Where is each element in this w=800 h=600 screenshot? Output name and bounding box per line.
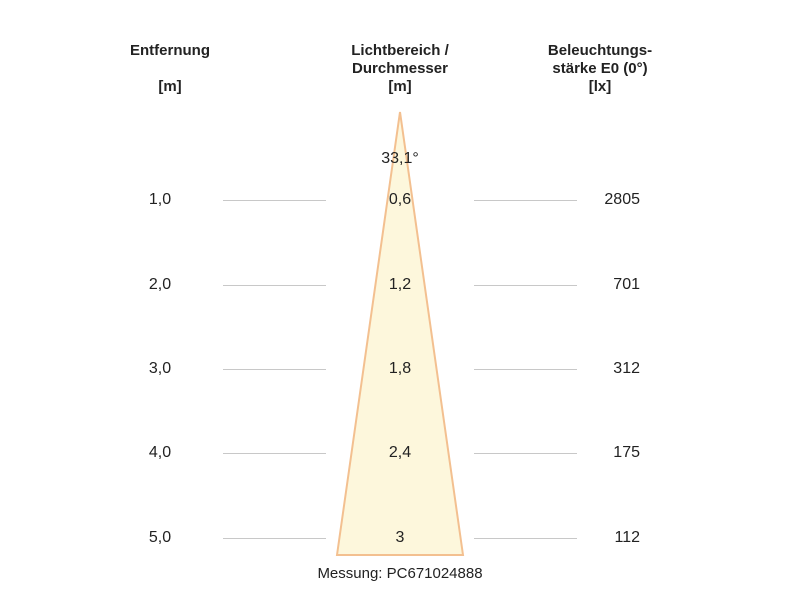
diameter-value: 3: [395, 529, 405, 546]
distance-value: 5,0: [148, 529, 172, 546]
row-guide-line-left: [223, 538, 326, 539]
diameter-header-unit: [m]: [388, 78, 412, 95]
beam-angle-label: 33,1°: [381, 150, 419, 167]
diameter-header-subtitle: Durchmesser: [352, 60, 448, 77]
diameter-value: 2,4: [388, 444, 412, 461]
illuminance-value: 701: [613, 276, 640, 293]
row-guide-line-right: [474, 453, 577, 454]
row-guide-line-right: [474, 369, 577, 370]
diameter-value: 0,6: [388, 191, 412, 208]
distance-value: 2,0: [148, 276, 172, 293]
illuminance-value: 312: [613, 360, 640, 377]
row-guide-line-right: [474, 538, 577, 539]
row-guide-line-left: [223, 200, 326, 201]
illuminance-value: 175: [613, 444, 640, 461]
diameter-value: 1,2: [388, 276, 412, 293]
light-beam-triangle: [335, 111, 465, 556]
illuminance-header-subtitle: stärke E0 (0°): [552, 60, 648, 77]
row-guide-line-left: [223, 285, 326, 286]
distance-header: Entfernung [m]: [100, 42, 240, 96]
diameter-header: Lichtbereich / Durchmesser [m]: [320, 42, 480, 96]
row-guide-line-left: [223, 369, 326, 370]
row-guide-line-right: [474, 285, 577, 286]
illuminance-header: Beleuchtungs- stärke E0 (0°) [lx]: [520, 42, 680, 96]
diameter-value: 1,8: [388, 360, 412, 377]
illuminance-value: 112: [614, 529, 640, 546]
distance-value: 3,0: [148, 360, 172, 377]
row-guide-line-left: [223, 453, 326, 454]
distance-value: 1,0: [148, 191, 172, 208]
illuminance-value: 2805: [604, 191, 640, 208]
distance-header-unit: [m]: [158, 78, 182, 95]
diameter-header-title: Lichtbereich /: [351, 42, 449, 59]
distance-value: 4,0: [148, 444, 172, 461]
row-guide-line-right: [474, 200, 577, 201]
distance-header-title: Entfernung: [130, 42, 210, 59]
illuminance-header-title: Beleuchtungs-: [547, 42, 653, 59]
illuminance-header-unit: [lx]: [588, 78, 612, 95]
measurement-footer: Messung: PC671024888: [317, 565, 483, 582]
